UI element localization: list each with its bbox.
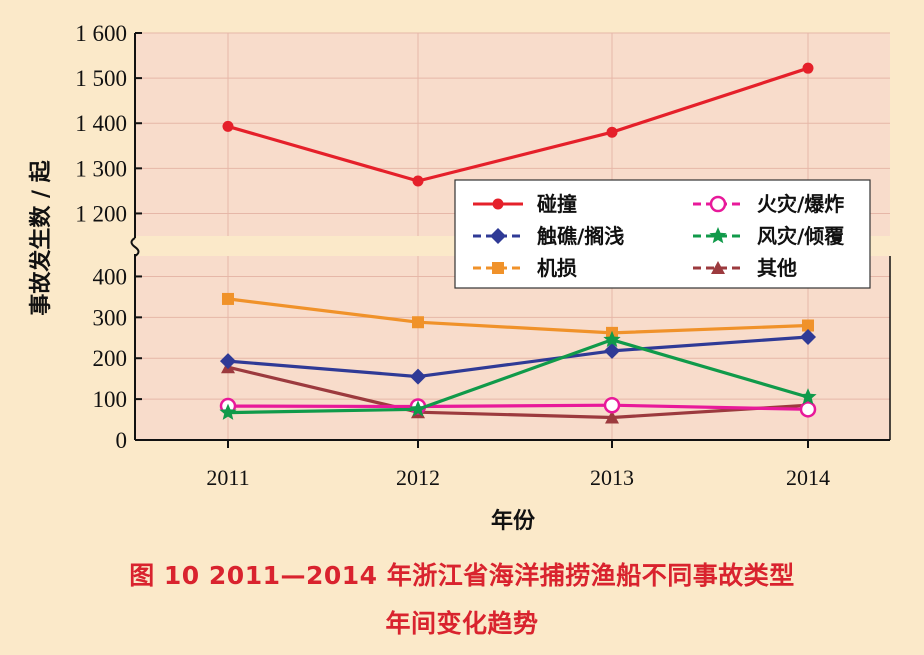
data-point [220, 353, 236, 370]
legend-item: 机损 [473, 256, 577, 280]
data-point [409, 400, 427, 417]
y-tick-label: 1 400 [75, 111, 127, 136]
legend-label: 火灾/爆炸 [757, 192, 844, 216]
series-line [227, 338, 809, 415]
legend-swatch-marker [709, 195, 727, 213]
data-point [410, 368, 426, 385]
legend-box [454, 179, 871, 289]
y-tick-label: 100 [93, 387, 128, 412]
data-point [219, 403, 237, 420]
legend-swatch-marker [492, 198, 504, 210]
series-line [227, 365, 809, 420]
series-line [227, 335, 809, 379]
data-point [603, 330, 621, 348]
x-tick-label: 2013 [590, 465, 634, 490]
legend-swatch-marker [492, 262, 504, 274]
y-tick-label: 200 [93, 346, 128, 371]
x-tick-label: 2014 [786, 465, 830, 490]
legend-label: 机损 [537, 256, 577, 280]
data-point [800, 328, 816, 345]
series-1 [222, 62, 814, 187]
y-tick-label: 1 500 [75, 66, 127, 91]
series-3 [222, 292, 814, 339]
figure-caption-line-1: 图 10 2011—2014 年浙江省海洋捕捞渔船不同事故类型 [129, 561, 795, 590]
data-point [222, 292, 234, 305]
data-point [799, 401, 817, 418]
series-2 [220, 328, 816, 385]
y-tick-label: 1 300 [75, 156, 127, 181]
data-point [412, 316, 424, 329]
y-tick-label: 300 [93, 305, 128, 330]
axis-break-mark [130, 237, 140, 257]
data-point [799, 388, 817, 405]
y-tick-label: 1 200 [75, 201, 127, 226]
legend-item: 风灾/倾覆 [693, 224, 845, 248]
data-point [802, 319, 814, 332]
series-5 [219, 330, 817, 420]
data-point [222, 120, 234, 132]
legend-item: 触礁/搁浅 [473, 224, 624, 248]
series-line [227, 297, 809, 335]
data-point [604, 342, 620, 359]
data-point [606, 126, 618, 138]
line-chart: 1 600 1 500 1 400 1 300 1 200 400 300 200 100 0 2… [28, 21, 891, 534]
data-point [603, 396, 621, 414]
legend-label: 触礁/搁浅 [537, 224, 624, 248]
data-point [605, 410, 619, 424]
data-point [802, 62, 814, 74]
y-tick-label: 1 600 [75, 21, 127, 46]
legend-item: 火灾/爆炸 [693, 192, 844, 216]
series-layer [219, 62, 817, 424]
y-tick-label: 400 [93, 264, 128, 289]
legend-swatch-marker [490, 228, 506, 244]
series-line [227, 66, 809, 183]
x-axis: 2011 2012 2013 2014 [135, 439, 890, 490]
y-axis-title: 事故发生数 / 起 [28, 159, 54, 315]
legend-item: 碰撞 [473, 192, 577, 216]
y-axis: 1 600 1 500 1 400 1 300 1 200 400 300 200 100 0 [75, 21, 891, 453]
y-tick-label: 0 [116, 428, 128, 453]
legend-swatch-marker [709, 227, 727, 244]
legend-item: 其他 [693, 256, 797, 280]
series-line [227, 403, 809, 411]
x-axis-title: 年份 [491, 508, 536, 534]
data-point [412, 175, 424, 187]
legend-label: 碰撞 [537, 192, 577, 216]
chart: 1 600 1 500 1 400 1 300 1 200 400 300 200 100 0 2… [28, 21, 891, 534]
legend-label: 其他 [757, 256, 797, 280]
legend-swatch-marker [711, 261, 725, 274]
figure-caption-line-2: 年间变化趋势 [385, 609, 539, 638]
x-tick-label: 2011 [206, 465, 249, 490]
legend-label: 风灾/倾覆 [757, 224, 845, 248]
x-tick-label: 2012 [396, 465, 440, 490]
